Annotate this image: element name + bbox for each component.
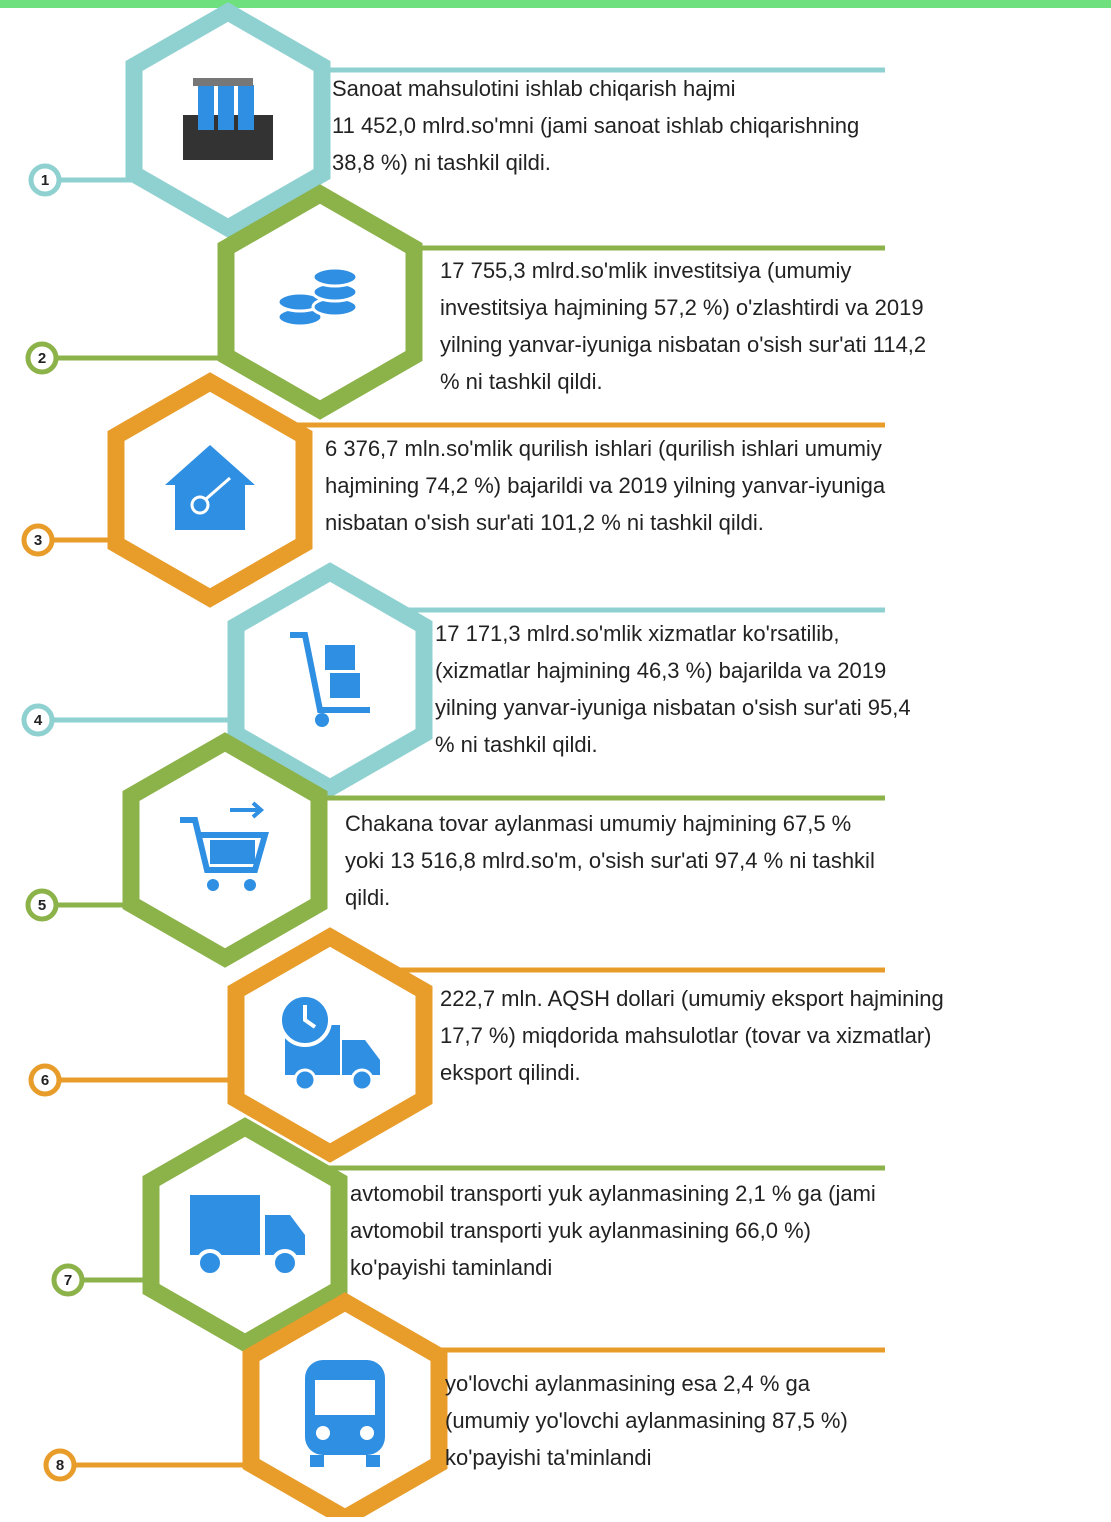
number: 8 [56, 1457, 64, 1474]
text-line: (umumiy yo'lovchi aylanmasining 87,5 %) [445, 1408, 848, 1433]
text-line: Chakana tovar aylanmasi umumiy hajmining… [345, 811, 851, 836]
text-line: yo'lovchi aylanmasining esa 2,4 % ga [445, 1371, 811, 1396]
item: 7 avtomobil transporti yuk aylanmasining … [51, 1117, 885, 1353]
number-badge [51, 1263, 85, 1297]
text-line: ko'payishi taminlandi [350, 1255, 552, 1280]
icon [315, 713, 329, 727]
number: 6 [41, 1072, 49, 1089]
text-line: Sanoat mahsulotini ishlab chiqarish hajm… [332, 76, 736, 101]
item: 2 17 755,3 mlrd.so'mlik investitsiya (umu… [25, 184, 926, 420]
text-line: nisbatan o'sish sur'ati 101,2 % ni tashk… [325, 510, 764, 535]
text-line: eksport qilindi. [440, 1060, 581, 1085]
icon [207, 879, 219, 891]
text-line: 17 755,3 mlrd.so'mlik investitsiya (umum… [440, 258, 851, 283]
icon [271, 1249, 299, 1277]
item: 3 6 376,7 mln.so'mlik qurilish ishlari (q… [21, 372, 886, 608]
item: 1 Sanoat mahsulotini ishlab chiqarish haj… [28, 2, 885, 238]
text-line: investitsiya hajmining 57,2 %) o'zlashti… [440, 295, 924, 320]
number: 1 [41, 172, 49, 189]
icon [366, 1455, 380, 1467]
number-badge [28, 1063, 62, 1097]
icon [198, 85, 214, 130]
icon [210, 840, 255, 864]
text-line: 17,7 %) miqdorida mahsulotlar (tovar va … [440, 1023, 932, 1048]
top-bar [0, 0, 1111, 8]
icon [244, 879, 256, 891]
item: 5 Chakana tovar aylanmasi umumiy hajminin… [25, 732, 885, 968]
text-line: 6 376,7 mln.so'mlik qurilish ishlari (qu… [325, 436, 882, 461]
icon [311, 266, 359, 288]
number-badge [21, 523, 55, 557]
text-line: % ni tashkil qildi. [435, 732, 598, 757]
icon [193, 78, 253, 86]
icon [342, 1040, 380, 1075]
icon [190, 495, 210, 515]
number: 7 [64, 1272, 72, 1289]
icon [310, 1455, 324, 1467]
text-line: hajmining 74,2 %) bajarildi va 2019 yiln… [325, 473, 886, 498]
number-badge [25, 888, 59, 922]
icon [293, 1068, 317, 1092]
number: 5 [38, 897, 46, 914]
item: 6 222,7 mln. AQSH dollari (umumiy ekspor… [28, 927, 944, 1163]
icon [230, 801, 265, 819]
number-badge [21, 703, 55, 737]
text-line: 17 171,3 mlrd.so'mlik xizmatlar ko'rsati… [435, 621, 840, 646]
text-line: (xizmatlar hajmining 46,3 %) bajarilda v… [435, 658, 886, 683]
number-badge [43, 1448, 77, 1482]
text-line: avtomobil transporti yuk aylanmasining 6… [350, 1218, 811, 1243]
text-line: % ni tashkil qildi. [440, 369, 603, 394]
text-line: 222,7 mln. AQSH dollari (umumiy eksport … [440, 986, 944, 1011]
item: 4 17 171,3 mlrd.so'mlik xizmatlar ko'rsa… [21, 562, 911, 798]
icon [360, 1426, 374, 1440]
icon [316, 1426, 330, 1440]
number: 3 [34, 532, 42, 549]
text-line: 11 452,0 mlrd.so'mni (jami sanoat ishlab… [332, 113, 859, 138]
icon [196, 1249, 224, 1277]
icon [265, 1215, 305, 1255]
icon [325, 645, 355, 670]
text-line: yoki 13 516,8 mlrd.so'm, o'sish sur'ati … [345, 848, 875, 873]
icon [315, 1380, 375, 1415]
icon [238, 85, 254, 130]
text-line: yilning yanvar-iyuniga nisbatan o'sish s… [440, 332, 926, 357]
icon [290, 632, 370, 713]
number: 2 [38, 350, 46, 367]
icon [165, 445, 255, 530]
text-line: yilning yanvar-iyuniga nisbatan o'sish s… [435, 695, 911, 720]
text-line: 38,8 %) ni tashkil qildi. [332, 150, 551, 175]
number: 4 [34, 712, 43, 729]
item: 8 yo'lovchi aylanmasining esa 2,4 % ga (um… [43, 1292, 885, 1522]
number-badge [25, 341, 59, 375]
text-line: ko'payishi ta'minlandi [445, 1445, 652, 1470]
icon [330, 673, 360, 698]
icon [205, 476, 231, 501]
icon [303, 1005, 317, 1029]
icon [218, 85, 234, 130]
icon [350, 1068, 374, 1092]
text-line: avtomobil transporti yuk aylanmasining 2… [350, 1181, 876, 1206]
text-line: qildi. [345, 885, 390, 910]
icon [180, 817, 269, 873]
icon [190, 1195, 260, 1255]
number-badge [28, 163, 62, 197]
